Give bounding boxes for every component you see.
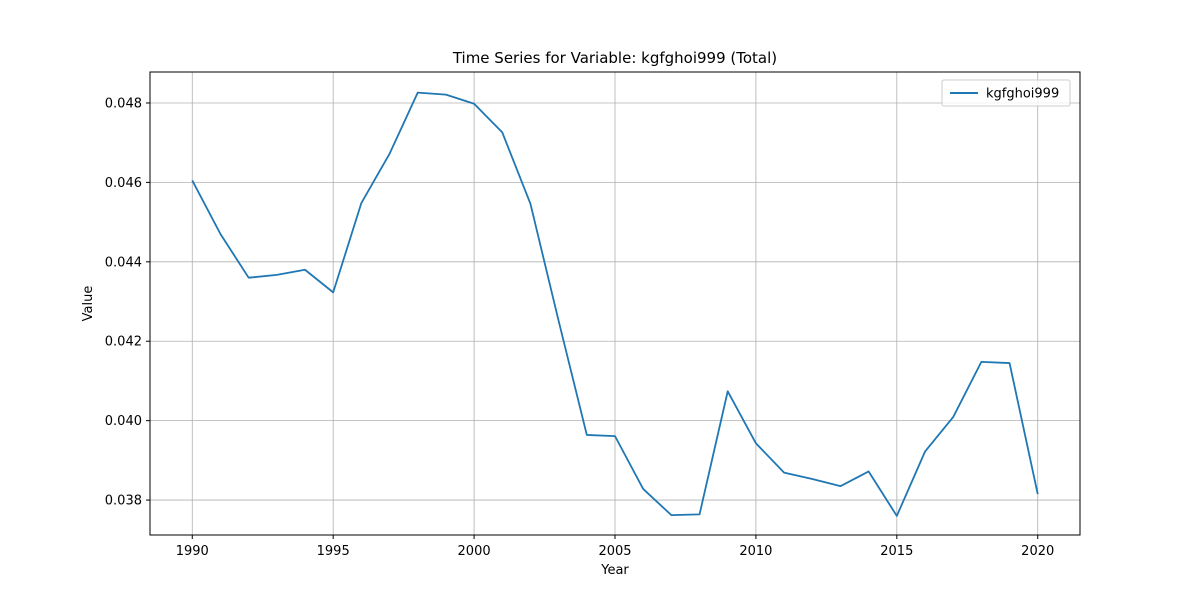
series-layer [191, 91, 1039, 517]
x-tick-label: 2005 [598, 544, 631, 559]
series-line-kgfghoi999 [191, 91, 1039, 517]
x-axis-label: Year [600, 563, 629, 578]
grid [150, 72, 1080, 535]
x-tick-label: 2010 [739, 544, 772, 559]
y-tick-label: 0.042 [105, 335, 142, 350]
chart-title: Time Series for Variable: kgfghoi999 (To… [452, 49, 777, 67]
x-tick-label: 2000 [458, 544, 491, 559]
legend-entry: kgfghoi999 [986, 87, 1059, 102]
y-tick-label: 0.048 [105, 96, 142, 111]
legend: kgfghoi999 [941, 79, 1071, 107]
x-tick-label: 2015 [880, 544, 913, 559]
y-tick-label: 0.038 [105, 494, 142, 509]
x-tick-label: 1990 [176, 544, 209, 559]
y-axis-label: Value [81, 286, 96, 322]
x-tick-label: 2020 [1021, 544, 1054, 559]
legend-box [941, 79, 1071, 107]
ticks: 1990 1995 2000 2005 2010 2015 2020 0.038 0.040 0.… [105, 96, 1054, 559]
x-tick-label: 1995 [317, 544, 350, 559]
y-tick-label: 0.040 [105, 414, 142, 429]
y-tick-label: 0.046 [105, 176, 142, 191]
y-tick-label: 0.044 [105, 255, 142, 270]
